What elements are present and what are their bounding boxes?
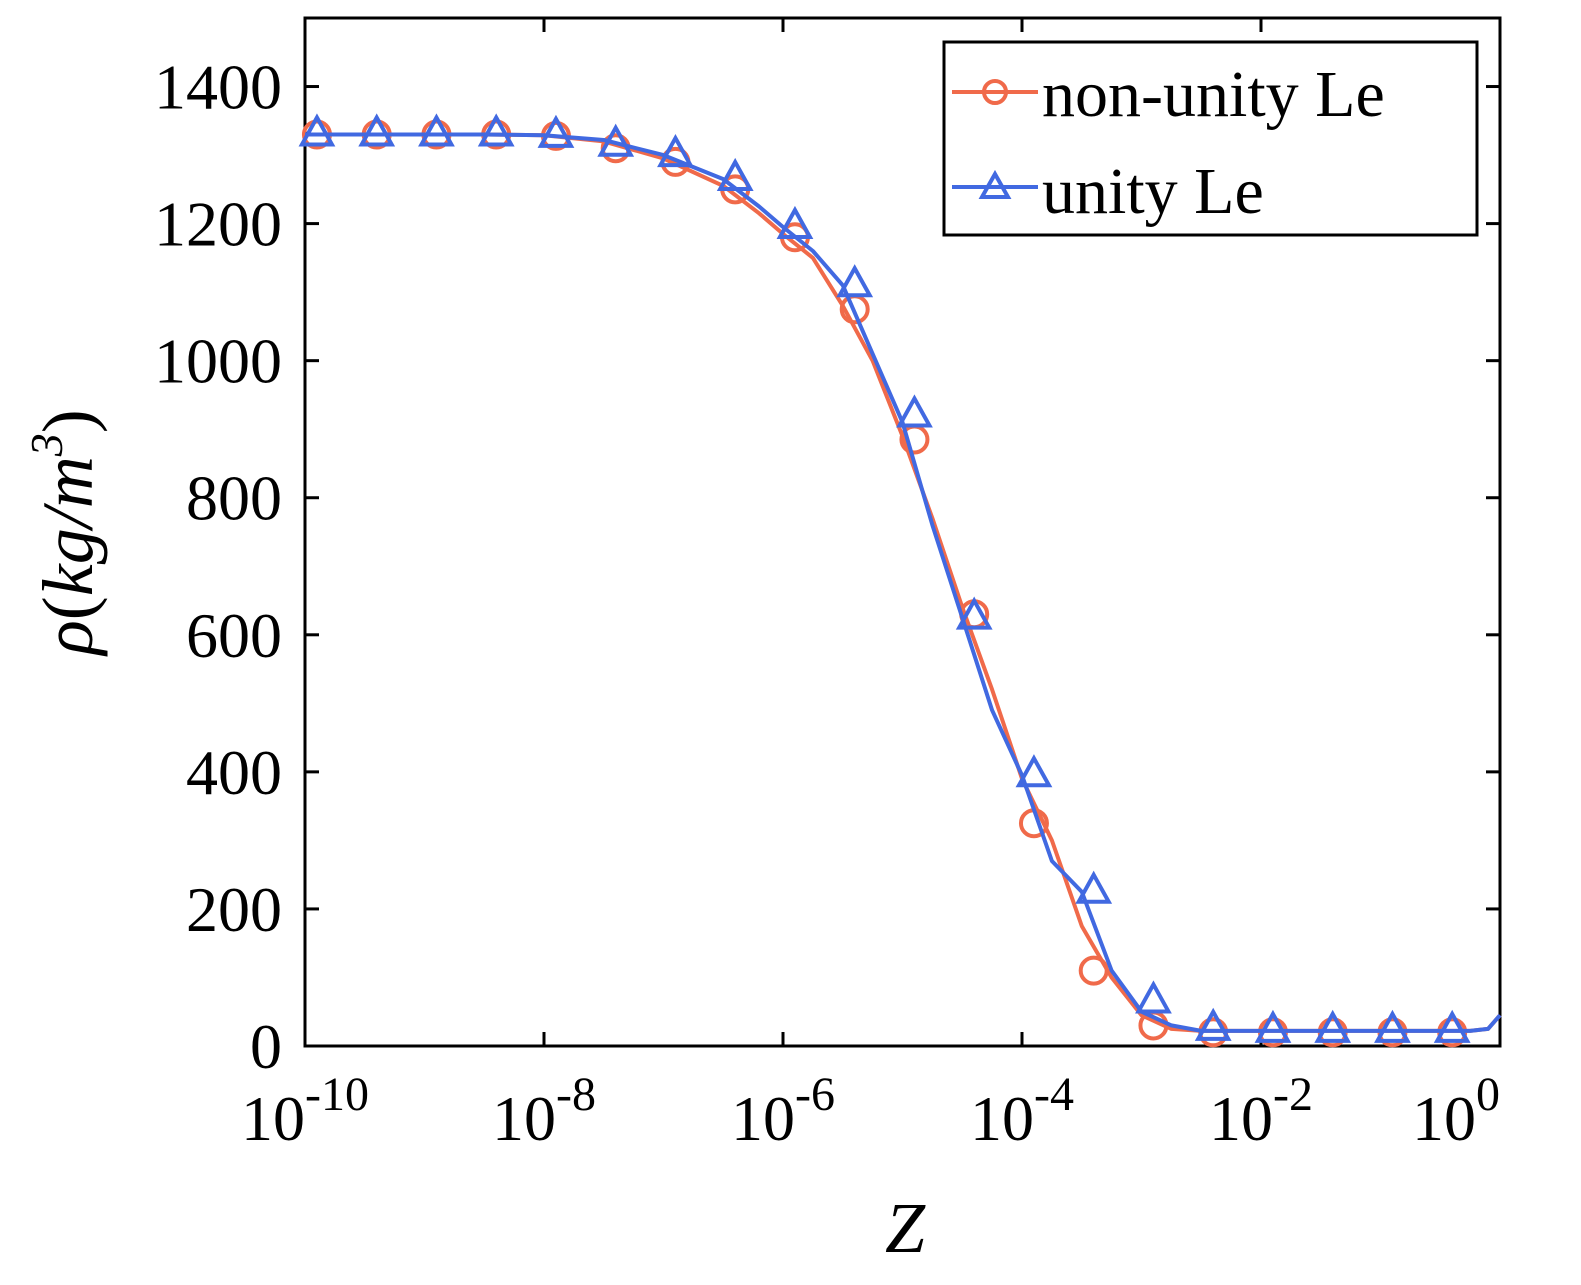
x-tick-label-exponent: 0 xyxy=(1476,1068,1500,1121)
y-tick-label: 1200 xyxy=(154,189,282,260)
x-tick-label: 10-10 xyxy=(241,1068,369,1154)
data-point-unity-le xyxy=(1314,1009,1352,1043)
data-point-unity-le xyxy=(1135,980,1172,1014)
legend-marker-unity xyxy=(978,169,1012,199)
x-tick-label-base: 10 xyxy=(1209,1083,1273,1154)
y-tick-label: 400 xyxy=(186,737,282,808)
legend: non-unity Le unity Le xyxy=(942,40,1479,237)
data-point-non-unity-le xyxy=(1078,955,1109,986)
x-tick-label: 10-6 xyxy=(731,1068,835,1154)
legend-label-unity: unity Le xyxy=(1042,155,1264,228)
data-point-unity-le xyxy=(537,114,575,148)
series-line-unity-le xyxy=(305,132,1502,1033)
data-point-unity-le xyxy=(1433,1009,1471,1043)
legend-marker-non-unity xyxy=(982,79,1008,105)
y-tick-label: 600 xyxy=(186,600,282,671)
legend-label-non-unity: non-unity Le xyxy=(1042,58,1385,131)
y-tick-label: 0 xyxy=(250,1011,282,1082)
x-tick-label: 100 xyxy=(1412,1068,1500,1154)
x-tick-label-exponent: -4 xyxy=(1034,1068,1074,1121)
y-axis-label-unit: kg/m xyxy=(28,456,108,596)
data-point-unity-le xyxy=(716,157,754,192)
x-tick-label-exponent: -6 xyxy=(795,1068,835,1121)
data-point-unity-le xyxy=(597,123,635,157)
data-point-unity-le xyxy=(955,596,993,630)
data-point-unity-le xyxy=(836,264,874,298)
data-point-unity-le xyxy=(1254,1009,1292,1043)
x-axis-label: Z xyxy=(885,1188,926,1268)
y-axis-label-rho: ρ xyxy=(28,620,108,657)
axis-ticks xyxy=(303,18,1502,1048)
data-point-unity-le xyxy=(1015,754,1053,788)
data-point-unity-le xyxy=(657,133,694,168)
y-tick-label: 1000 xyxy=(154,326,282,397)
data-point-unity-le xyxy=(1194,1007,1232,1041)
x-tick-label-base: 10 xyxy=(970,1083,1034,1154)
data-point-unity-le xyxy=(358,113,396,147)
x-tick-label-base: 10 xyxy=(731,1083,795,1154)
legend-box xyxy=(942,40,1479,237)
series-layer xyxy=(298,113,1502,1048)
x-tick-label-exponent: -10 xyxy=(305,1068,369,1121)
data-point-unity-le xyxy=(1374,1009,1411,1043)
data-point-unity-le xyxy=(776,205,814,240)
x-tick-labels: 10-10 10-8 10-6 10-4 10-2 100 xyxy=(241,1068,1500,1154)
x-tick-label-base: 10 xyxy=(1412,1083,1476,1154)
data-point-unity-le xyxy=(298,113,336,147)
data-point-unity-le xyxy=(477,113,515,147)
series-unity-le xyxy=(298,113,1502,1043)
y-axis-label-open: ( xyxy=(28,596,108,620)
x-tick-label-exponent: -8 xyxy=(556,1068,596,1121)
y-tick-label: 800 xyxy=(186,463,282,534)
y-tick-labels: 0 200 400 600 800 1000 1200 1400 xyxy=(154,52,282,1082)
x-tick-label: 10-8 xyxy=(492,1068,596,1154)
x-tick-label-exponent: -2 xyxy=(1273,1068,1313,1121)
y-axis-label-exponent: 3 xyxy=(21,433,72,457)
x-tick-label: 10-4 xyxy=(970,1068,1074,1154)
x-tick-label-base: 10 xyxy=(492,1083,556,1154)
y-axis-label: ρ(kg/m3) xyxy=(21,409,108,657)
x-tick-label: 10-2 xyxy=(1209,1068,1313,1154)
y-tick-label: 200 xyxy=(186,874,282,945)
data-point-unity-le xyxy=(896,394,933,428)
x-tick-label-base: 10 xyxy=(241,1083,305,1154)
y-axis-label-close: ) xyxy=(28,409,108,433)
data-point-unity-le xyxy=(1075,870,1113,904)
data-point-unity-le xyxy=(418,113,455,147)
y-tick-label: 1400 xyxy=(154,52,282,123)
